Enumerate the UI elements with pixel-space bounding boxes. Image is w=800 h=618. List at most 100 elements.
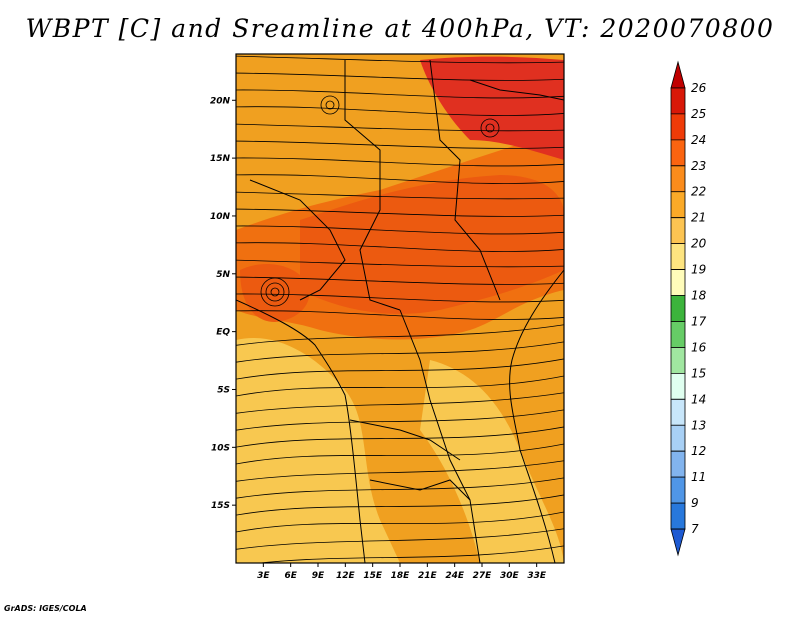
lat-tick-label: 5N [216,270,230,280]
colorbar-segment [670,502,686,530]
streamline [236,310,564,320]
vortex-streamline [270,287,280,297]
colorbar-label: 17 [691,314,707,328]
lon-tick-label: 18E [391,571,411,581]
streamline [236,341,564,363]
colorbar-segment [670,139,686,167]
streamline [236,409,564,431]
lat-tick-label: 10N [210,212,231,222]
border-2 [429,59,501,301]
colorbar-label: 24 [691,133,706,147]
map-panel [236,54,564,563]
colorbar-label: 22 [691,185,706,199]
colorbar-segment [670,243,686,270]
colorbar-label: 11 [691,470,706,484]
colorbar-segment [670,269,686,296]
colorbar-label: 14 [691,392,706,406]
colorbar-label: 15 [691,366,706,380]
vortex-streamline [265,282,285,302]
wbpt-shade-light-east [420,360,564,563]
streamline [236,55,564,64]
colorbar-label: 7 [691,522,699,536]
lon-tick-label: 21E [418,571,438,581]
streamline [236,89,564,99]
streamline [236,174,564,184]
lon-tick-label: 33E [527,571,547,581]
colorbar-label: 20 [691,237,707,251]
colorbar: 26 25 24 23 22 21 20 19 18 17 16 15 14 13 12 11 9 7 [670,60,707,557]
colorbar-label: 12 [691,444,706,458]
streamline [236,72,564,81]
colorbar-segment [670,347,686,374]
colorbar-label: 9 [691,496,699,510]
lat-tick-label: EQ [216,328,230,338]
colorbar-segment [670,372,686,400]
colorbar-segment [670,87,686,115]
colorbar-segment [670,450,686,478]
border-1 [344,60,401,311]
vortex-streamline [325,100,335,110]
lon-tick-label: 12E [336,571,356,581]
colorbar-segment [670,321,686,348]
colorbar-segment [670,165,686,193]
streamline [236,528,564,550]
colorbar-segment [670,476,686,504]
vortex-streamline [320,95,340,115]
lon-tick-label: 6E [284,571,297,581]
colorbar-label: 25 [691,107,706,121]
streamline [236,225,564,235]
vortex-streamline [260,277,290,307]
streamline [236,375,564,397]
colorbar-segment [670,113,686,141]
lat-tick-label: 20N [210,96,231,106]
vortex-streamline [485,123,495,133]
streamlines [236,55,564,563]
streamline [236,293,564,303]
streamline [236,358,564,380]
streamline [236,392,564,414]
lon-tick-label: 27E [473,571,493,581]
colorbar-label: 18 [691,289,707,303]
streamline [236,276,564,285]
border-4 [399,309,481,563]
streamline [236,157,564,167]
streamline [236,494,564,516]
colorbar-label: 23 [691,159,706,173]
streamline [236,443,564,465]
map-title: WBPT [C] and Sreamline at 400hPa, VT: 20… [25,14,775,43]
coastline-west [236,299,366,563]
streamline [236,477,564,499]
lon-tick-label: 9E [312,571,325,581]
colorbar-segment [670,60,686,89]
colorbar-label: 16 [691,340,707,354]
vortex-streamline [480,118,500,138]
border-6 [469,79,564,101]
border-5 [349,419,461,461]
wbpt-shade-red-ne [420,56,564,160]
streamline [236,460,564,482]
grads-credit: GrADS: IGES/COLA [4,604,87,613]
streamline [236,259,564,268]
colorbar-label: 21 [691,211,706,225]
streamline [236,123,564,132]
border-7 [369,479,471,501]
streamline [236,242,564,252]
lon-tick-label: 24E [445,571,465,581]
streamline [236,140,564,149]
lon-axis: 3E 6E 9E 12E 15E 18E 21E 24E 27E 30E 33E [257,563,547,581]
lon-tick-label: 30E [500,571,520,581]
streamline [236,208,564,217]
colorbar-segment [670,528,686,557]
colorbar-label: 26 [691,81,707,95]
colorbar-segment [670,398,686,426]
streamline [257,545,564,563]
lat-axis: 20N 15N 10N 5N EQ 5S 10S 15S [210,96,236,511]
colorbar-label: 13 [691,418,706,432]
coastline-east [509,269,564,563]
colorbar-segment [670,217,686,245]
streamline [236,511,564,533]
colorbar-segment [670,424,686,452]
country-borders [236,59,564,563]
colorbar-segment [670,191,686,219]
